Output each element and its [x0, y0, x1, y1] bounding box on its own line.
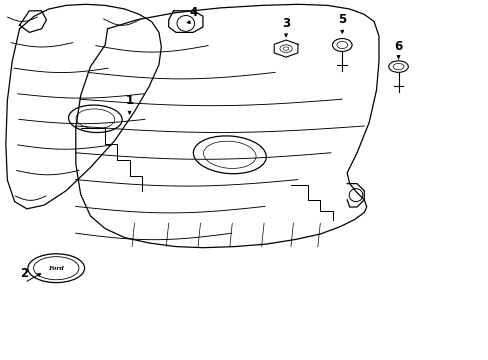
Text: 5: 5: [338, 13, 346, 26]
Text: 4: 4: [189, 6, 197, 19]
Text: 3: 3: [282, 17, 289, 30]
Text: 6: 6: [394, 40, 402, 53]
Text: 2: 2: [20, 267, 28, 280]
Text: 1: 1: [125, 94, 133, 107]
Text: Ford: Ford: [48, 266, 64, 271]
